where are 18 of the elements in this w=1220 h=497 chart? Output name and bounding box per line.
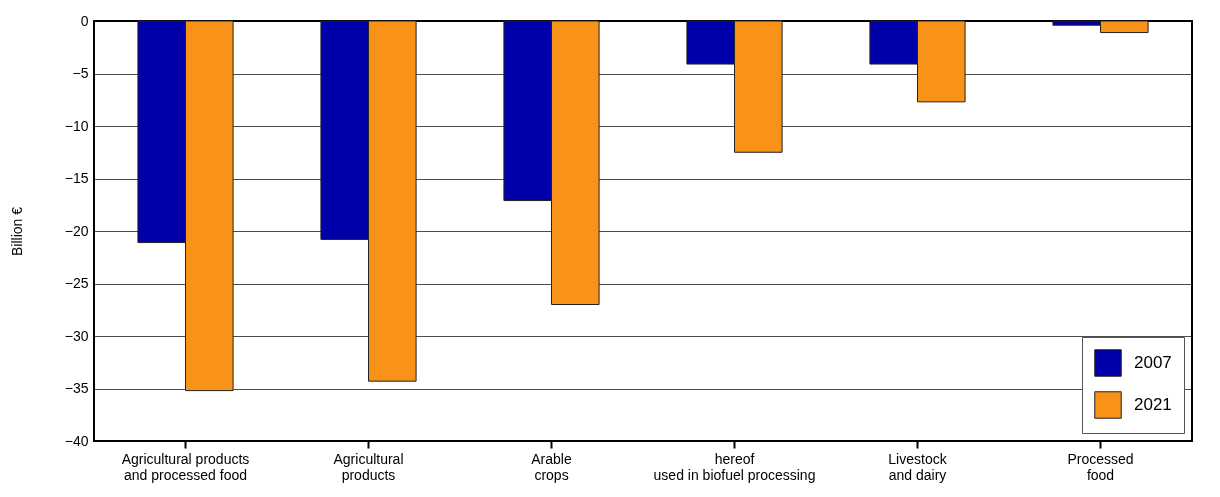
y-tick-label: −40 bbox=[64, 432, 89, 449]
y-tick-label: −25 bbox=[64, 275, 89, 291]
legend-label: 2007 bbox=[1134, 353, 1172, 372]
x-tick-label: Arable crops bbox=[531, 450, 572, 483]
y-tick-label: −15 bbox=[64, 170, 89, 186]
x-tick-label: Livestock and dairy bbox=[888, 450, 948, 483]
legend-label: 2021 bbox=[1134, 395, 1172, 414]
x-tick-label: Agricultural products bbox=[333, 450, 404, 483]
x-tick-label: Processed food bbox=[1067, 450, 1134, 483]
y-axis-title: Billion € bbox=[8, 206, 25, 257]
y-tick-label: 0 bbox=[80, 12, 89, 29]
x-tick-label: hereof used in biofuel processing bbox=[653, 450, 816, 483]
y-tick-label: −20 bbox=[64, 222, 89, 239]
x-tick-label: Agricultural products and processed food bbox=[121, 450, 250, 483]
y-tick-label: −30 bbox=[64, 327, 89, 344]
y-tick-label: −35 bbox=[64, 380, 89, 396]
y-tick-label: −5 bbox=[72, 65, 89, 81]
y-tick-label: −10 bbox=[64, 117, 89, 134]
